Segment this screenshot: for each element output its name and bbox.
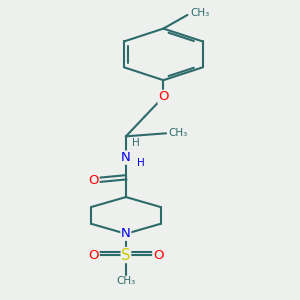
Text: S: S xyxy=(121,248,130,262)
Text: N: N xyxy=(121,151,131,164)
Text: H: H xyxy=(132,138,140,148)
Text: O: O xyxy=(88,174,99,187)
Text: CH₃: CH₃ xyxy=(190,8,209,18)
Text: N: N xyxy=(121,227,131,240)
Text: H: H xyxy=(137,158,145,168)
Text: O: O xyxy=(88,248,99,262)
Text: O: O xyxy=(158,90,169,104)
Text: CH₃: CH₃ xyxy=(116,276,136,286)
Text: O: O xyxy=(153,248,163,262)
Text: CH₃: CH₃ xyxy=(169,128,188,138)
